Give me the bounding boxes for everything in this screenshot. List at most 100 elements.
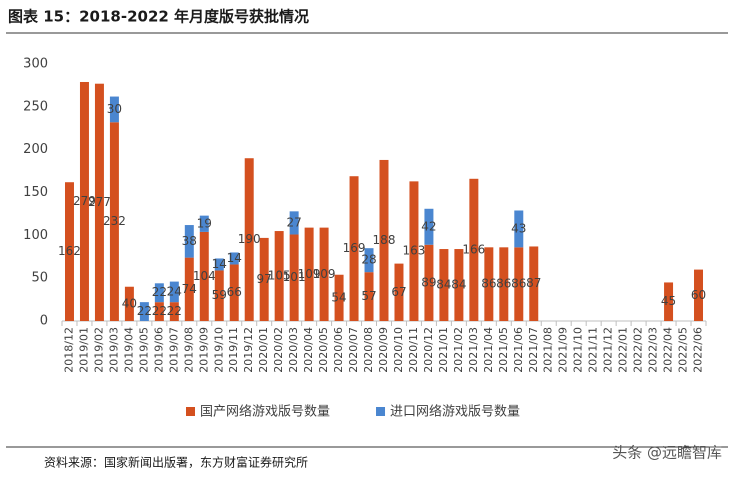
x-tick-label: 2019/07	[167, 327, 180, 373]
bar-segment	[64, 182, 74, 321]
data-label: 169	[343, 241, 366, 255]
x-tick-label: 2019/04	[122, 327, 135, 373]
data-label: 188	[373, 233, 396, 247]
x-tick-label: 2021/09	[557, 327, 570, 373]
bar-segment	[229, 252, 239, 265]
bar-segment	[424, 208, 434, 245]
data-label: 59	[212, 288, 227, 302]
x-tick-label: 2018/12	[62, 327, 75, 373]
x-tick-label: 2021/02	[452, 327, 465, 373]
bar-segment	[199, 215, 209, 232]
bar-segment	[499, 247, 509, 321]
x-tick-label: 2021/03	[467, 327, 480, 373]
data-label: 89	[421, 275, 436, 289]
x-tick-label: 2022/04	[662, 327, 675, 373]
data-label: 28	[361, 253, 376, 267]
x-tick-label: 2019/11	[227, 327, 240, 373]
bar-segment	[454, 249, 464, 321]
x-tick-label: 2019/02	[92, 327, 105, 373]
x-tick-label: 2020/07	[347, 327, 360, 373]
bar-segment	[244, 158, 254, 321]
data-label: 40	[122, 296, 137, 310]
data-label: 109	[298, 267, 321, 281]
data-label: 87	[526, 276, 541, 290]
bar-segment	[289, 211, 299, 235]
data-label: 45	[661, 294, 676, 308]
x-tick-label: 2019/05	[137, 327, 150, 373]
x-tick-label: 2020/02	[272, 327, 285, 373]
bar-segment	[109, 122, 119, 322]
x-tick-label: 2020/12	[422, 327, 435, 373]
bar-segment	[439, 249, 449, 321]
bar-segment	[169, 281, 179, 303]
x-tick-label: 2020/04	[302, 327, 315, 373]
x-tick-label: 2021/12	[602, 327, 615, 373]
bar-segment	[184, 257, 194, 321]
bar-segment	[124, 286, 134, 321]
data-label: 104	[193, 269, 216, 283]
bar-segment	[154, 283, 164, 303]
data-label: 60	[691, 288, 706, 302]
x-tick-label: 2022/01	[617, 327, 630, 373]
y-tick-label: 150	[23, 185, 48, 200]
x-tick-label: 2021/11	[587, 327, 600, 373]
data-label: 84	[436, 278, 451, 292]
data-label: 105	[268, 269, 291, 283]
bar-segment	[214, 270, 224, 321]
data-label: 22	[152, 285, 167, 299]
x-tick-label: 2019/12	[242, 327, 255, 373]
data-label: 27	[286, 215, 301, 229]
data-label: 86	[481, 277, 496, 291]
y-tick-label: 200	[23, 142, 48, 157]
data-label: 84	[451, 278, 466, 292]
bar-segment	[529, 246, 539, 321]
y-tick-label: 0	[40, 314, 48, 329]
bar-segment	[364, 248, 374, 273]
bar-segment	[364, 272, 374, 321]
bar-segment	[94, 83, 104, 321]
x-tick-label: 2021/05	[497, 327, 510, 373]
data-label: 30	[107, 102, 122, 116]
x-tick-label: 2019/09	[197, 327, 210, 373]
x-tick-label: 2021/06	[512, 327, 525, 373]
data-label: 166	[462, 242, 485, 256]
source: 资料来源：国家新闻出版署，东方财富证券研究所	[44, 455, 308, 470]
bar-segment	[484, 247, 494, 321]
y-tick-label: 250	[23, 99, 48, 114]
data-label: 22	[167, 304, 182, 318]
x-tick-label: 2020/09	[377, 327, 390, 373]
y-tick-label: 50	[31, 271, 48, 286]
data-label: 57	[361, 289, 376, 303]
data-label: 162	[58, 244, 81, 258]
x-tick-label: 2021/08	[542, 327, 555, 373]
bar-segment	[199, 231, 209, 321]
bar-segment	[319, 227, 329, 321]
legend-label: 进口网络游戏版号数量	[390, 404, 520, 420]
bar-segment	[184, 225, 194, 258]
data-label: 97	[257, 272, 272, 286]
x-tick-label: 2022/03	[647, 327, 660, 373]
bar-segment	[379, 159, 389, 321]
data-label: 86	[511, 277, 526, 291]
data-label: 24	[167, 284, 182, 298]
bar-segment	[79, 81, 89, 322]
bar-segment	[229, 264, 239, 321]
legend-swatch	[186, 407, 195, 416]
data-label: 22	[152, 304, 167, 318]
data-label: 14	[212, 257, 227, 271]
data-label: 163	[403, 244, 426, 258]
bar-segment	[169, 302, 179, 321]
data-label: 42	[421, 219, 436, 233]
x-tick-label: 2021/04	[482, 327, 495, 373]
data-label: 86	[496, 277, 511, 291]
data-label: 190	[238, 232, 261, 246]
x-tick-label: 2021/01	[437, 327, 450, 373]
x-tick-label: 2022/05	[677, 327, 690, 373]
data-label: 54	[331, 290, 346, 304]
bar-segment	[514, 210, 524, 248]
y-tick-label: 100	[23, 228, 48, 243]
bar-segment	[514, 247, 524, 321]
bar-segment	[289, 234, 299, 321]
